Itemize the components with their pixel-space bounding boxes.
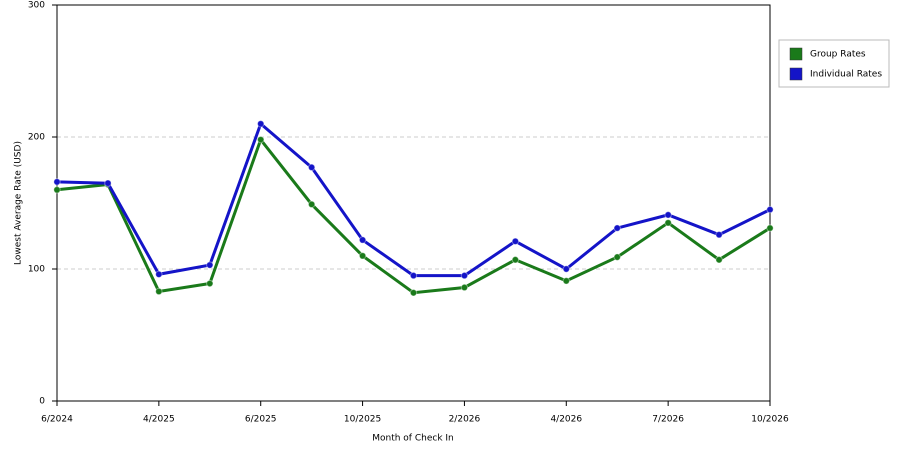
point xyxy=(358,236,367,244)
point xyxy=(460,271,469,280)
x-tick-label: 2/2026 xyxy=(449,415,481,425)
point xyxy=(766,224,774,232)
x-tick-label: 7/2026 xyxy=(652,415,684,425)
point xyxy=(206,279,214,288)
legend-swatch xyxy=(789,67,803,81)
point xyxy=(511,237,520,245)
legend-label: Group Rates xyxy=(810,50,866,60)
series-line xyxy=(56,121,771,278)
point xyxy=(766,205,774,214)
x-axis-label: Month of Check In xyxy=(372,434,454,444)
point xyxy=(206,261,214,269)
point xyxy=(53,186,61,194)
x-tick-label: 4/2026 xyxy=(550,415,582,425)
point xyxy=(358,252,367,260)
point xyxy=(155,270,163,278)
point xyxy=(53,178,61,186)
point xyxy=(257,135,265,144)
x-tick-label: 4/2025 xyxy=(143,415,175,425)
point xyxy=(307,163,316,172)
point xyxy=(664,219,672,227)
point xyxy=(613,224,621,232)
x-tick-label: 6/2025 xyxy=(245,415,277,425)
point xyxy=(307,200,316,209)
legend-label: Individual Rates xyxy=(810,70,882,80)
point xyxy=(715,230,723,239)
y-tick-label: 300 xyxy=(28,1,45,11)
x-tick-label: 6/2024 xyxy=(41,415,73,425)
y-axis-label: Lowest Average Rate (USD) xyxy=(14,141,24,265)
plot-frame xyxy=(56,4,771,402)
point xyxy=(715,256,723,264)
y-tick-label: 100 xyxy=(28,265,45,275)
point xyxy=(104,179,112,187)
point xyxy=(613,253,621,261)
point xyxy=(562,277,570,285)
point xyxy=(664,211,672,219)
y-tick-label: 0 xyxy=(39,397,45,407)
point xyxy=(155,287,163,296)
x-tick-label: 10/2026 xyxy=(751,415,789,425)
point xyxy=(562,265,570,273)
legend-swatch xyxy=(789,47,803,61)
x-tick-label: 10/2025 xyxy=(344,415,381,425)
point xyxy=(257,120,265,128)
point xyxy=(409,289,418,297)
y-tick-label: 200 xyxy=(28,133,45,143)
point xyxy=(511,256,520,264)
point xyxy=(460,283,469,292)
point xyxy=(409,271,418,280)
